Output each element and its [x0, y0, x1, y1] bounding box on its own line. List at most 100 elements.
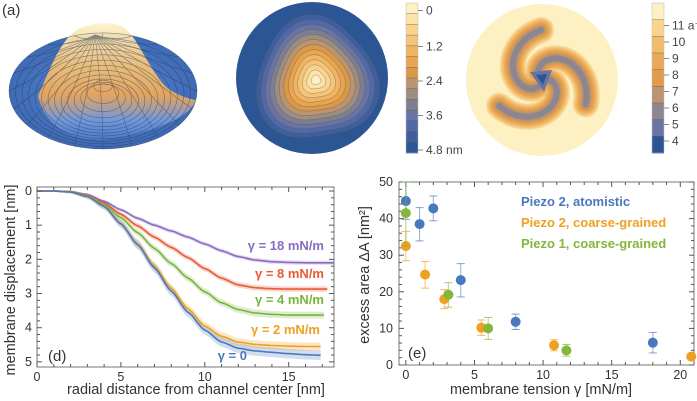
y-axis-title: excess area ΔA [nm²] — [357, 206, 373, 344]
y-tick-label: 20 — [379, 285, 393, 299]
panel-d-label: (d) — [48, 348, 66, 365]
x-tick-label: 15 — [282, 370, 296, 384]
data-point — [510, 316, 521, 327]
membrane-surface-3d — [8, 23, 198, 150]
displacement-colorbar-swatch — [406, 67, 418, 79]
series-line — [37, 190, 321, 357]
data-point — [549, 340, 560, 351]
y-tick-label: 10 — [379, 321, 393, 335]
curve-label-gamma-0: γ = 0 — [218, 348, 247, 363]
displacement-colorbar-swatch — [406, 88, 418, 100]
displacement-colorbar-swatch — [406, 13, 418, 25]
curvature-colorbar-tick-label: 8 — [672, 68, 679, 82]
panel-a: (a) 0 1.2 2.4 3.6 4.8 nm 11 a⁻² 10 9 8 7 6 5 4 — [2, 2, 697, 157]
curvature-contour-map — [466, 4, 618, 156]
curvature-colorbar-swatch — [652, 36, 664, 54]
displacement-colorbar-swatch — [406, 120, 418, 133]
x-tick-label: 0 — [34, 370, 41, 384]
curvature-colorbar-swatch — [652, 69, 664, 87]
mesh-line — [47, 34, 96, 139]
displacement-colorbar-swatch — [406, 3, 418, 15]
curvature-colorbar-tick-label: 5 — [672, 118, 679, 132]
data-point — [400, 208, 411, 219]
y-tick-label: 50 — [379, 175, 393, 189]
mesh-line — [94, 34, 104, 150]
mesh-line — [94, 34, 180, 126]
curvature-colorbar-tick-label: 10 — [672, 35, 686, 49]
mesh-line — [13, 34, 96, 74]
panel-a-label: (a) — [2, 2, 20, 19]
mesh-line — [47, 34, 96, 45]
curvature-colorbar-swatch — [652, 53, 664, 71]
mesh-line — [94, 34, 198, 92]
y-tick-label: 2 — [25, 252, 32, 266]
mesh-line — [94, 34, 193, 74]
y-tick-label: 4 — [25, 321, 32, 335]
displacement-colorbar-tick-label: 2.4 — [426, 74, 443, 88]
x-tick-label: 5 — [117, 370, 124, 384]
x-tick-label: 5 — [471, 368, 478, 382]
curvature-colorbar-swatch — [652, 19, 664, 37]
mesh-line — [73, 34, 96, 39]
data-point — [647, 337, 658, 348]
displacement-colorbar-tick-label: 4.8 nm — [426, 143, 463, 157]
data-point — [686, 351, 697, 362]
y-tick-label: 5 — [25, 355, 32, 369]
displacement-colorbar-swatch — [406, 24, 418, 36]
x-tick-label: 10 — [536, 368, 550, 382]
legend-piezo1-coarse: Piezo 1, coarse-grained — [521, 236, 666, 251]
x-tick-label: 15 — [605, 368, 619, 382]
displacement-colorbar-border — [405, 2, 419, 154]
y-tick-label: 0 — [386, 358, 393, 372]
curvature-colorbar-tick-label: 11 a⁻² — [672, 19, 697, 33]
mesh-ring — [80, 83, 126, 113]
displacement-contour-map — [236, 2, 388, 154]
mesh-line — [13, 34, 96, 110]
x-axis-title: membrane tension γ [mN/m] — [450, 382, 632, 398]
curve-label-gamma-2: γ = 2 mN/m — [251, 322, 320, 337]
mesh-line — [94, 34, 133, 147]
curvature-colorbar-swatch — [652, 103, 664, 121]
mesh-line — [73, 34, 96, 147]
mesh-ring — [60, 74, 146, 127]
panel-e-label: (e) — [408, 345, 426, 362]
x-tick-label: 0 — [402, 368, 409, 382]
legend-piezo2-atomistic: Piezo 2, atomistic — [521, 194, 630, 209]
curvature-colorbar-tick-label: 7 — [672, 85, 679, 99]
curvature-arm — [509, 27, 545, 92]
curvature-colorbar-swatch — [652, 3, 664, 21]
data-point — [420, 269, 431, 280]
curvature-colorbar-swatch — [652, 136, 664, 154]
mesh-line — [26, 34, 96, 126]
data-point — [483, 323, 494, 334]
x-tick-label: 20 — [673, 368, 687, 382]
y-tick-label: 0 — [25, 184, 32, 198]
curve-label-gamma-18: γ = 18 mN/m — [248, 238, 324, 253]
mesh-line — [94, 34, 180, 58]
displacement-colorbar-swatch — [406, 110, 418, 122]
y-tick-label: 30 — [379, 248, 393, 262]
curvature-colorbar-swatch — [652, 119, 664, 137]
curvature-arm — [535, 55, 590, 108]
confidence-band — [37, 190, 334, 265]
displacement-colorbar-tick-label: 3.6 — [426, 109, 443, 123]
legend-piezo2-coarse: Piezo 2, coarse-grained — [521, 215, 666, 230]
mesh-line — [94, 34, 159, 45]
y-axis-title: membrane displacement [nm] — [3, 185, 19, 376]
contour-level — [311, 74, 322, 85]
y-tick-label: 40 — [379, 212, 393, 226]
data-point — [561, 345, 572, 356]
plot-frame — [398, 181, 695, 366]
x-axis-title: radial distance from channel center [nm] — [67, 382, 325, 398]
curvature-colorbar-swatch — [652, 86, 664, 104]
data-point — [455, 275, 466, 286]
displacement-colorbar-swatch — [406, 131, 418, 143]
x-tick-label: 10 — [198, 370, 212, 384]
curvature-colorbar: 11 a⁻² 10 9 8 7 6 5 4 — [651, 2, 697, 154]
displacement-colorbar-swatch — [406, 56, 418, 68]
displacement-colorbar-swatch — [406, 99, 418, 111]
panel-e-chart: 0 5 10 15 20 0 10 20 30 40 50 excess area ΔA [nm²]… — [357, 175, 697, 398]
curve-label-gamma-4: γ = 4 mN/m — [255, 292, 324, 307]
data-point — [443, 289, 454, 300]
